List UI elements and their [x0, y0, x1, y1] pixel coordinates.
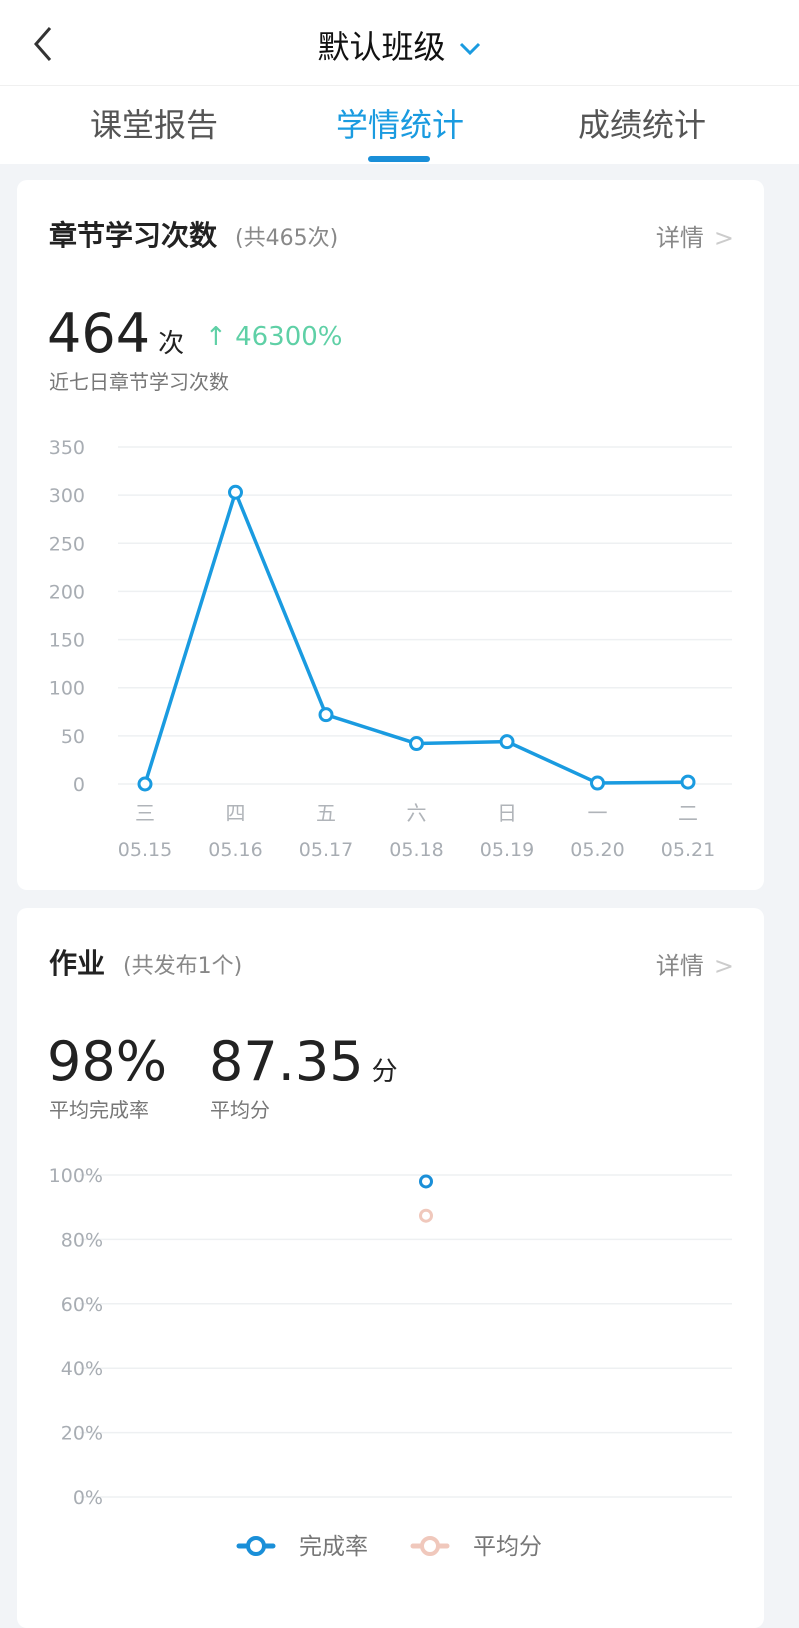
x-tick-label: 05.21: [661, 839, 715, 861]
x-weekday-label: 一: [588, 801, 608, 825]
data-point: [499, 734, 515, 750]
x-tick-label: 05.18: [389, 839, 443, 861]
class-name: 默认班级: [317, 28, 446, 66]
x-weekday-label: 五: [316, 801, 336, 825]
legend-label: 平均分: [473, 1534, 542, 1560]
rate-caption: 平均完成率: [49, 1098, 149, 1122]
x-tick-label: 05.19: [480, 839, 534, 861]
x-tick-label: 05.20: [570, 839, 624, 861]
arrow-up-icon: ↑: [205, 322, 236, 352]
tab-study-stats[interactable]: 学情统计: [335, 106, 464, 144]
detail-link[interactable]: 详情 >: [656, 946, 734, 981]
x-weekday-label: 三: [135, 801, 155, 825]
y-tick-label: 80%: [61, 1229, 103, 1251]
study-count-value: 464 次: [47, 302, 184, 365]
chevron-down-icon: [459, 42, 480, 56]
x-weekday-label: 四: [226, 801, 246, 825]
value: 464: [47, 302, 151, 365]
card-title-text: 作业: [49, 947, 106, 980]
completion-rate: 98%: [47, 1030, 168, 1093]
study-caption: 近七日章节学习次数: [49, 370, 229, 394]
tab-bar: 课堂报告 学情统计 成绩统计: [0, 86, 799, 164]
data-point: [419, 1208, 433, 1223]
legend-marker: [420, 1536, 440, 1556]
homework-card: 作业 (共发布1个) 详情 > 98% 平均完成率 87.35 分 平均分 0% 20%…: [17, 908, 764, 1628]
data-point: [137, 776, 153, 792]
growth-value: 46300%: [235, 322, 343, 352]
detail-label: 详情: [655, 952, 704, 980]
unit: 分: [371, 1057, 398, 1087]
class-selector[interactable]: 默认班级: [0, 22, 799, 68]
legend-marker: [246, 1536, 266, 1556]
average-score: 87.35 分: [209, 1030, 398, 1093]
data-point: [419, 1174, 433, 1189]
total-count: (共发布1个): [123, 954, 243, 979]
chevron-right-icon: >: [713, 224, 734, 252]
value: 87.35: [209, 1030, 364, 1093]
legend-label: 完成率: [299, 1534, 368, 1560]
unit: 次: [158, 329, 185, 359]
study-line-chart: 0 50 100 150 200 250 300 350 三 四 五 六 日 一 二 05.15 05.16 05…: [49, 437, 732, 861]
growth-rate: ↑ 46300%: [205, 322, 342, 352]
back-icon[interactable]: [28, 22, 68, 66]
total-count: (共465次): [235, 226, 339, 251]
x-weekday-label: 日: [497, 801, 517, 825]
x-tick-label: 05.16: [208, 839, 262, 861]
detail-label: 详情: [655, 224, 704, 252]
y-tick-label: 20%: [61, 1423, 103, 1445]
tab-class-report[interactable]: 课堂报告: [89, 106, 218, 144]
top-bar: 默认班级: [0, 0, 799, 86]
card-title-text: 章节学习次数: [49, 219, 218, 252]
card-title: 作业 (共发布1个): [49, 942, 242, 982]
tab-score-stats[interactable]: 成绩统计: [577, 106, 706, 144]
x-weekday-label: 二: [678, 801, 698, 825]
x-tick-label: 05.17: [299, 839, 353, 861]
y-tick-label: 0: [73, 774, 85, 796]
y-tick-label: 60%: [61, 1294, 103, 1316]
card-title: 章节学习次数 (共465次): [49, 214, 338, 254]
active-tab-indicator: [368, 156, 430, 162]
y-tick-label: 0%: [73, 1487, 103, 1509]
homework-scatter-chart: 0% 20% 40% 60% 80% 100% 完成率 平均分: [49, 1165, 732, 1560]
y-tick-label: 100: [49, 678, 85, 700]
y-tick-label: 300: [49, 485, 85, 507]
chevron-right-icon: >: [713, 952, 734, 980]
data-point: [680, 774, 696, 790]
y-tick-label: 50: [61, 726, 85, 748]
x-weekday-label: 六: [407, 801, 427, 825]
study-count-card: 章节学习次数 (共465次) 详情 > 464 次 ↑ 46300% 近七日章节学习次…: [17, 180, 764, 890]
score-caption: 平均分: [210, 1098, 270, 1122]
data-point: [590, 775, 605, 791]
y-tick-label: 40%: [61, 1358, 103, 1380]
y-tick-label: 350: [49, 437, 85, 459]
y-tick-label: 150: [49, 630, 85, 652]
y-tick-label: 100%: [49, 1165, 103, 1187]
y-tick-label: 200: [49, 581, 85, 603]
data-point: [228, 484, 243, 500]
data-point: [409, 736, 424, 752]
x-tick-label: 05.15: [118, 839, 172, 861]
y-tick-label: 250: [49, 533, 85, 555]
data-point: [318, 707, 334, 723]
detail-link[interactable]: 详情 >: [656, 218, 734, 253]
